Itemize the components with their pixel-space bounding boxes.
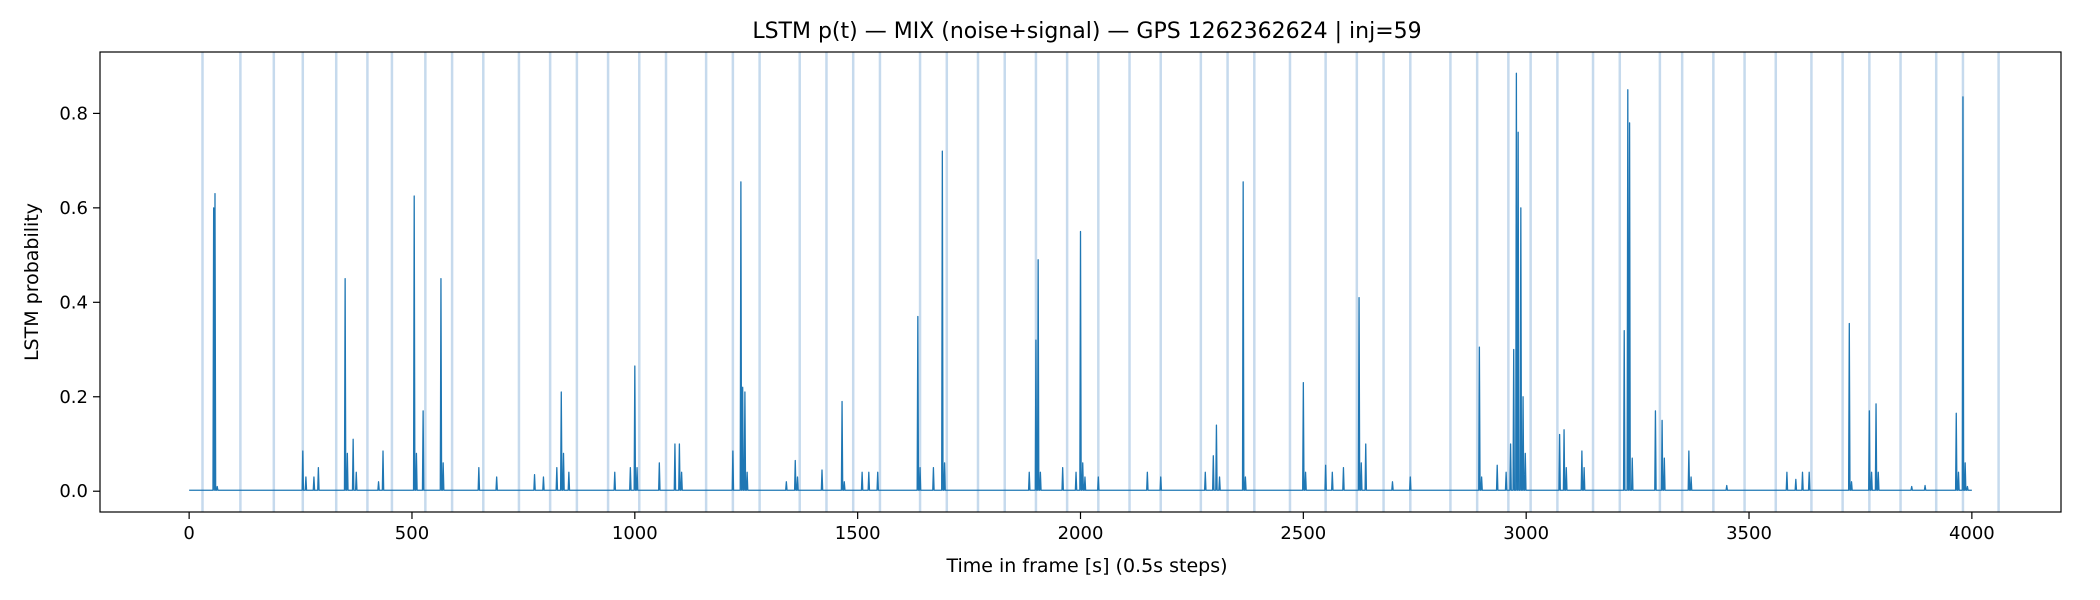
y-tick-label-3: 0.6 — [59, 198, 88, 219]
y-tick-label-4: 0.8 — [59, 103, 88, 124]
x-tick-label-7: 3500 — [1726, 523, 1772, 544]
y-axis-label: LSTM probability — [21, 203, 43, 361]
x-axis: 0 500 1000 1500 2000 2500 3000 3500 4000 — [183, 512, 1995, 544]
y-tick-label-1: 0.2 — [59, 387, 88, 408]
x-tick-label-2: 1000 — [612, 523, 658, 544]
x-tick-label-0: 0 — [183, 523, 194, 544]
x-tick-label-6: 3000 — [1503, 523, 1549, 544]
series-lstm-probability — [189, 72, 1972, 491]
chart-title: LSTM p(t) — MIX (noise+signal) — GPS 126… — [752, 19, 1421, 44]
x-tick-label-8: 4000 — [1949, 523, 1995, 544]
x-tick-label-1: 500 — [395, 523, 429, 544]
y-tick-label-0: 0.0 — [59, 481, 88, 502]
series-line — [189, 72, 1972, 491]
y-tick-label-2: 0.4 — [59, 292, 88, 313]
y-axis: 0.0 0.2 0.4 0.6 0.8 — [59, 103, 100, 502]
x-tick-label-4: 2000 — [1058, 523, 1104, 544]
x-axis-label: Time in frame [s] (0.5s steps) — [945, 555, 1227, 577]
injection-bands — [201, 52, 2000, 512]
x-tick-label-5: 2500 — [1280, 523, 1326, 544]
x-tick-label-3: 1500 — [835, 523, 881, 544]
